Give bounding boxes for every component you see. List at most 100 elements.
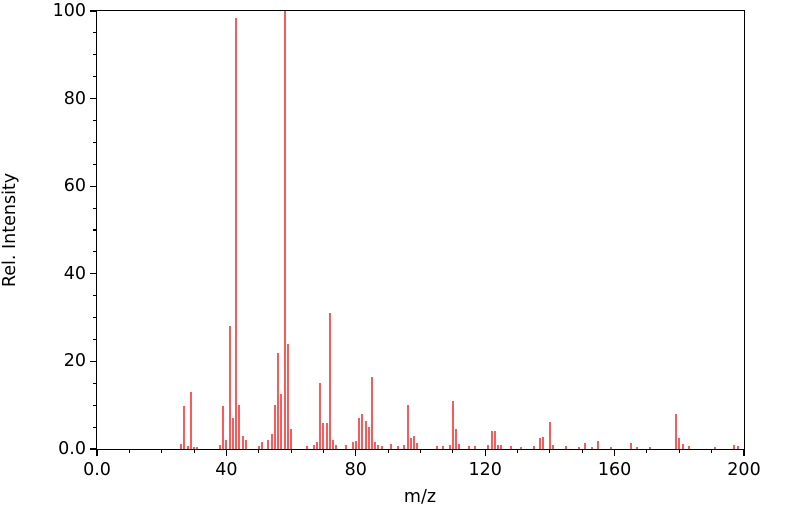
spectrum-peak: [312, 444, 315, 449]
spectrum-peak: [241, 435, 244, 449]
spectrum-peak: [235, 17, 238, 449]
spectrum-peak: [180, 443, 183, 449]
spectrum-peak: [497, 444, 500, 449]
y-tick-label: 100: [52, 1, 86, 21]
spectrum-peak: [351, 442, 354, 449]
spectrum-peak: [681, 443, 684, 449]
y-tick-minor: [93, 229, 97, 231]
x-tick-minor: [549, 449, 551, 453]
spectrum-peak: [451, 400, 454, 449]
spectrum-peak: [490, 431, 493, 449]
spectrum-peak: [629, 443, 632, 449]
spectrum-peak: [542, 437, 545, 449]
spectrum-peak: [519, 446, 522, 449]
x-tick-major: [743, 449, 745, 456]
spectrum-peak: [283, 11, 286, 449]
y-tick-minor: [93, 76, 97, 78]
spectrum-peak: [678, 438, 681, 449]
spectrum-peak: [448, 444, 451, 449]
plot-area: 0.0 20 40 60 80 100 0.0 40 80 120 160 200: [53, 1, 761, 480]
y-tick-major: [90, 10, 97, 12]
x-tick-major: [355, 449, 357, 456]
spectrum-peak: [390, 443, 393, 449]
x-tick-label: 160: [597, 460, 632, 480]
x-tick-label: 200: [727, 460, 761, 480]
spectrum-peak: [416, 443, 419, 449]
spectrum-peak: [396, 445, 399, 449]
y-tick-minor: [93, 251, 97, 253]
x-tick-minor: [452, 449, 454, 453]
spectrum-peak: [183, 406, 186, 449]
y-tick-minor: [93, 404, 97, 406]
spectrum-peak: [328, 313, 331, 449]
spectrum-peak: [228, 326, 231, 449]
y-tick-minor: [93, 141, 97, 143]
spectrum-peak: [403, 444, 406, 449]
y-tick-major: [90, 97, 97, 100]
spectrum-peak: [374, 442, 377, 449]
spectrum-peak: [270, 433, 273, 449]
spectrum-peak: [325, 422, 328, 449]
x-tick-minor: [161, 449, 163, 453]
y-tick-label: 80: [63, 88, 86, 109]
spectrum-peak: [306, 446, 309, 449]
spectrum-peak: [493, 430, 496, 449]
spectrum-peak: [364, 420, 367, 449]
spectrum-peak: [286, 343, 289, 449]
x-tick-major: [96, 449, 98, 456]
spectrum-peak: [610, 447, 613, 449]
y-tick-major: [90, 360, 97, 363]
spectrum-peak: [500, 445, 503, 449]
x-tick-minor: [581, 449, 583, 453]
spectrum-peak: [552, 444, 555, 449]
spectrum-peak: [597, 441, 600, 449]
y-tick-minor: [93, 382, 97, 384]
spectrum-peak: [370, 376, 373, 449]
spectrum-peak: [435, 446, 438, 449]
x-tick-minor: [290, 449, 292, 453]
y-tick-major: [90, 448, 97, 450]
spectrum-peak: [636, 446, 639, 449]
spectrum-peak: [277, 352, 280, 449]
y-tick-label: 20: [63, 351, 86, 372]
spectrum-peak: [442, 445, 445, 449]
spectrum-peak: [474, 445, 477, 449]
spectrum-peak: [539, 438, 542, 449]
spectrum-peak: [345, 444, 348, 449]
spectrum-peak: [290, 429, 293, 449]
x-tick-minor: [193, 449, 195, 453]
spectrum-peak: [733, 445, 736, 449]
spectrum-peak: [468, 445, 471, 449]
x-tick-minor: [419, 449, 422, 453]
spectrum-peak: [361, 413, 364, 449]
x-tick-label: 0.0: [83, 460, 111, 480]
spectrum-peak: [510, 446, 513, 449]
spectrum-peak: [260, 442, 263, 449]
spectrum-peak: [713, 447, 716, 449]
y-axis-title: Rel. Intensity: [0, 172, 20, 288]
spectrum-peak: [406, 405, 409, 449]
spectrum-peak: [332, 440, 335, 449]
x-tick-major: [613, 449, 616, 456]
y-tick-minor: [93, 317, 97, 319]
y-tick-minor: [93, 32, 97, 34]
spectrum-peak: [193, 446, 196, 449]
y-tick-major: [90, 273, 97, 275]
spectrum-peak: [280, 394, 283, 449]
spectrum-peak: [186, 446, 189, 449]
spectrum-peak: [736, 446, 739, 449]
spectrum-peak: [322, 422, 325, 449]
y-tick-major: [90, 185, 97, 187]
x-axis-title: m/z: [403, 487, 437, 507]
spectrum-peak: [649, 447, 652, 449]
spectrum-peak: [238, 405, 241, 449]
x-tick-major: [484, 449, 486, 456]
x-tick-minor: [128, 449, 130, 453]
spectrum-peak: [267, 440, 270, 449]
spectrum-peak: [380, 445, 383, 449]
spectrum-peak: [548, 421, 551, 449]
y-tick-minor: [93, 163, 97, 165]
x-tick-minor: [517, 449, 519, 453]
x-tick-minor: [322, 449, 324, 453]
spectrum-peak: [222, 406, 225, 449]
